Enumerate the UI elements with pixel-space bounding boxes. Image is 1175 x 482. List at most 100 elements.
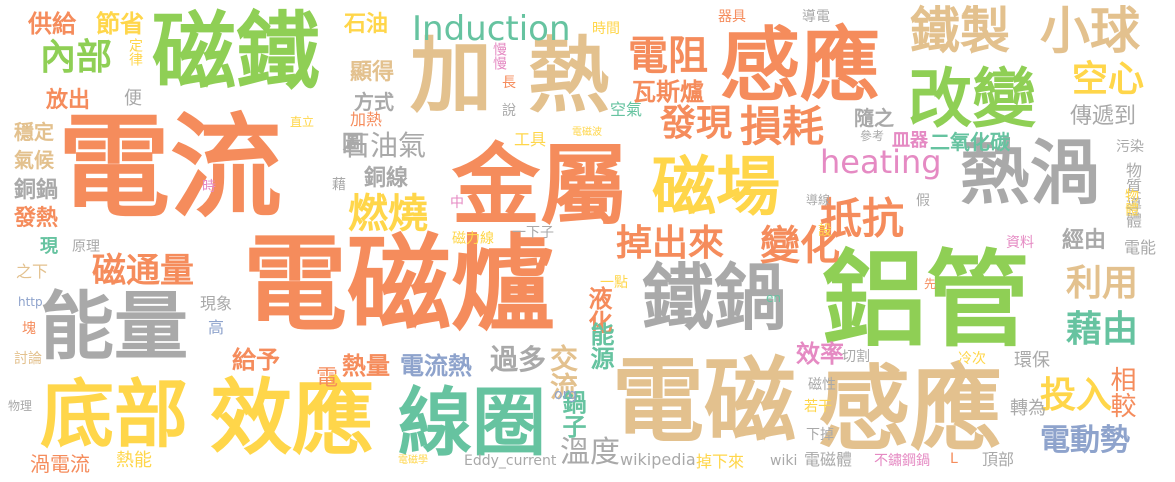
word-yuanli: 原理: [72, 239, 100, 255]
word-wendu: 溫度: [560, 435, 620, 470]
word-reliang: 熱量: [342, 352, 390, 380]
word-buxiugangguo: 不鏽鋼鍋: [874, 453, 930, 469]
word-dingbu: 頂部: [982, 450, 1015, 469]
word-kongxin: 空心: [1072, 59, 1145, 100]
word-daodian: 導電: [802, 9, 830, 25]
word-L: L: [950, 451, 958, 467]
word-gonggei: 供給: [28, 10, 76, 38]
word-xiadiao: 下掉: [806, 427, 834, 443]
word-cilixian: 磁力線: [452, 231, 494, 247]
word-eryanghuatan: 二氧化碳: [930, 130, 1010, 154]
word-gao: 高: [208, 318, 225, 337]
word-jieyou: 藉由: [1066, 309, 1139, 350]
word-faxian: 發現: [660, 103, 733, 144]
word-zhili: 直立: [290, 115, 315, 129]
word-tieguo: 鐵鍋: [642, 256, 787, 340]
word-yehua: 液化: [584, 286, 612, 334]
word-dibu: 底部: [40, 372, 188, 458]
word-xiangjiao: 相較: [1106, 366, 1136, 418]
word-bianhua: 變化: [760, 223, 840, 269]
word-nengyuan: 能源: [586, 322, 614, 370]
word-cixing: 磁性: [808, 377, 836, 393]
word-kuai: 塊: [22, 321, 36, 337]
word-liyong: 利用: [1066, 263, 1139, 304]
word-wodianliu: 渦電流: [30, 452, 90, 476]
word-diancilu: 電磁爐: [243, 223, 556, 345]
word-cankao: 參考: [860, 129, 885, 143]
word-dinglv: 定律: [127, 38, 143, 66]
word-dianzu: 電阻: [628, 33, 708, 79]
word-ranshao: 燃燒: [348, 191, 428, 237]
word-re: 熱: [528, 29, 611, 124]
word-wikipedia: wikipedia: [620, 450, 696, 469]
word-zhuanwei: 轉為: [1010, 398, 1046, 419]
word-reneng: 熱能: [116, 450, 152, 471]
word-diaochulai: 掉出來: [616, 223, 725, 264]
word-guozi: 鍋子: [558, 390, 586, 438]
word-wuran: 污染: [1116, 139, 1144, 155]
word-qiege: 切割: [842, 349, 870, 365]
word-shi: 時: [202, 179, 216, 195]
word-daoti: 導體: [1123, 196, 1142, 228]
word-jiaoliu: 交流: [546, 344, 579, 400]
word-qihou: 氣候: [14, 148, 54, 172]
word-qiju: 器具: [718, 9, 746, 25]
word-jiesheng: 節省: [96, 10, 144, 38]
word-suizhi: 隨之: [854, 106, 894, 130]
word-wending: 穩定: [14, 120, 54, 144]
word-xiaoqiu: 小球: [1040, 2, 1140, 60]
word-diaoxialai: 掉下來: [696, 452, 745, 471]
word-dianci: 電磁: [612, 348, 797, 455]
word-jingyou: 經由: [1062, 228, 1107, 253]
word-huanbao: 環保: [1014, 350, 1050, 371]
word-tu: 圖: [342, 132, 365, 157]
word-xianxiang: 現象: [200, 294, 233, 313]
word-gaibian: 改變: [908, 63, 1036, 137]
word-shuo: 說: [502, 103, 516, 119]
word-diancit: 電磁體: [804, 450, 853, 469]
word-fare: 發熱: [14, 206, 59, 231]
word-diancibo: 電磁波: [572, 127, 602, 138]
word-citie: 磁鐵: [152, 3, 321, 101]
word-guoduo: 過多: [490, 343, 547, 376]
word-en: en: [766, 291, 781, 305]
word-citongliang: 磁通量: [92, 251, 194, 291]
word-dianneng: 電能: [1124, 238, 1157, 257]
word-wuti: 物體: [1123, 188, 1139, 216]
word-shijian: 時間: [592, 21, 620, 37]
word-wuzhi: 物質: [1123, 162, 1142, 194]
word-tongguo: 銅鍋: [14, 178, 59, 203]
word-taolun: 討論: [14, 351, 42, 367]
word-nengliang: 能量: [40, 284, 188, 370]
word-xiaoying: 效應: [210, 371, 375, 466]
word-zhixia: 之下: [16, 262, 49, 281]
word-minqi: 皿器: [892, 130, 928, 151]
word-bian: 便: [124, 88, 142, 109]
word-jinshu: 金屬: [452, 134, 629, 237]
word-cichang: 磁場: [652, 151, 780, 225]
word-yidian: 一點: [600, 275, 628, 291]
word-tongxian: 銅線: [364, 166, 409, 191]
word-xiande: 顯得: [350, 60, 395, 85]
word-geiyu: 給予: [232, 346, 280, 374]
word-jie: 藉: [332, 177, 346, 193]
word-ganying: 感應: [720, 19, 880, 112]
word-dianliure: 電流熱: [400, 352, 472, 380]
word-wasilu: 瓦斯爐: [632, 78, 704, 106]
word-ziliao: 資料: [1006, 235, 1034, 251]
word-org: org: [554, 387, 577, 403]
word-diancixue: 電磁學: [398, 455, 428, 466]
word-xian: 現: [40, 236, 58, 257]
word-xianquan: 線圈: [398, 380, 546, 466]
word-ganying-large: 感應: [818, 356, 1003, 463]
word-gongju: 工具: [514, 130, 547, 149]
word-lengci: 冷次: [958, 351, 986, 367]
word-http: http: [18, 295, 43, 309]
word-chang: 長: [502, 75, 516, 91]
word-fangshi: 方式: [354, 90, 394, 114]
word-neibu: 內部: [40, 37, 113, 78]
word-dikang: 抵抗: [820, 194, 905, 243]
word-lvguan: 鋁管: [822, 239, 1031, 361]
word-yixiazi: 一下子: [512, 225, 554, 241]
